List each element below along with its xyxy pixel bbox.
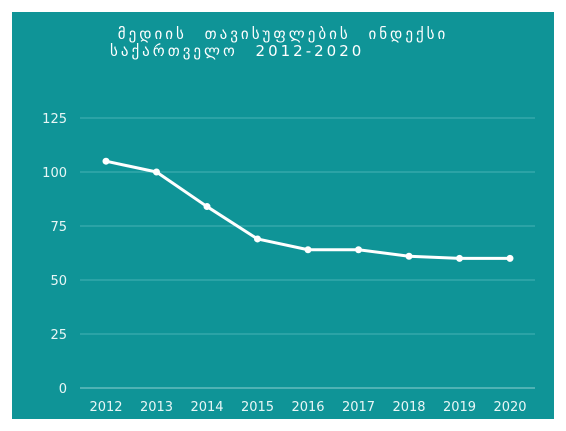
data-point (355, 246, 362, 254)
x-axis-ticks: 2012 2013 2014 2015 2016 2017 2018 2019 2020 (89, 400, 526, 415)
x-tick-label: 2017 (342, 400, 375, 415)
y-tick-label: 125 (42, 112, 67, 127)
y-tick-label: 50 (50, 274, 67, 289)
data-point (153, 168, 160, 176)
x-tick-label: 2020 (493, 400, 526, 415)
x-tick-label: 2019 (443, 400, 476, 415)
data-point (506, 254, 514, 262)
chart-title-line-2: საქართველო 2012-2020 (110, 42, 365, 60)
x-tick-label: 2012 (89, 400, 122, 415)
y-axis-ticks: 0 25 50 75 100 125 (42, 112, 67, 397)
x-tick-label: 2013 (140, 400, 173, 415)
x-tick-label: 2015 (241, 400, 274, 415)
y-tick-label: 75 (50, 220, 67, 235)
data-point (456, 254, 463, 262)
data-point (254, 235, 261, 243)
data-point (304, 246, 312, 254)
y-tick-label: 100 (42, 166, 67, 181)
y-tick-label: 25 (50, 328, 67, 343)
data-point (203, 203, 211, 211)
data-point (405, 252, 413, 260)
x-tick-label: 2014 (190, 400, 223, 415)
data-point (102, 157, 110, 165)
grid-lines (80, 117, 535, 389)
y-tick-label: 0 (59, 382, 67, 397)
series-line (105, 159, 510, 260)
series-layer (102, 157, 514, 262)
x-tick-label: 2018 (392, 400, 425, 415)
chart-title: მედიის თავისუფლების ინდექსი საქართველო 2… (12, 26, 554, 60)
chart-card: მედიის თავისუფლების ინდექსი საქართველო 2… (12, 12, 554, 419)
x-tick-label: 2016 (291, 400, 324, 415)
chart-title-line-1: მედიის თავისუფლების ინდექსი (117, 25, 449, 43)
